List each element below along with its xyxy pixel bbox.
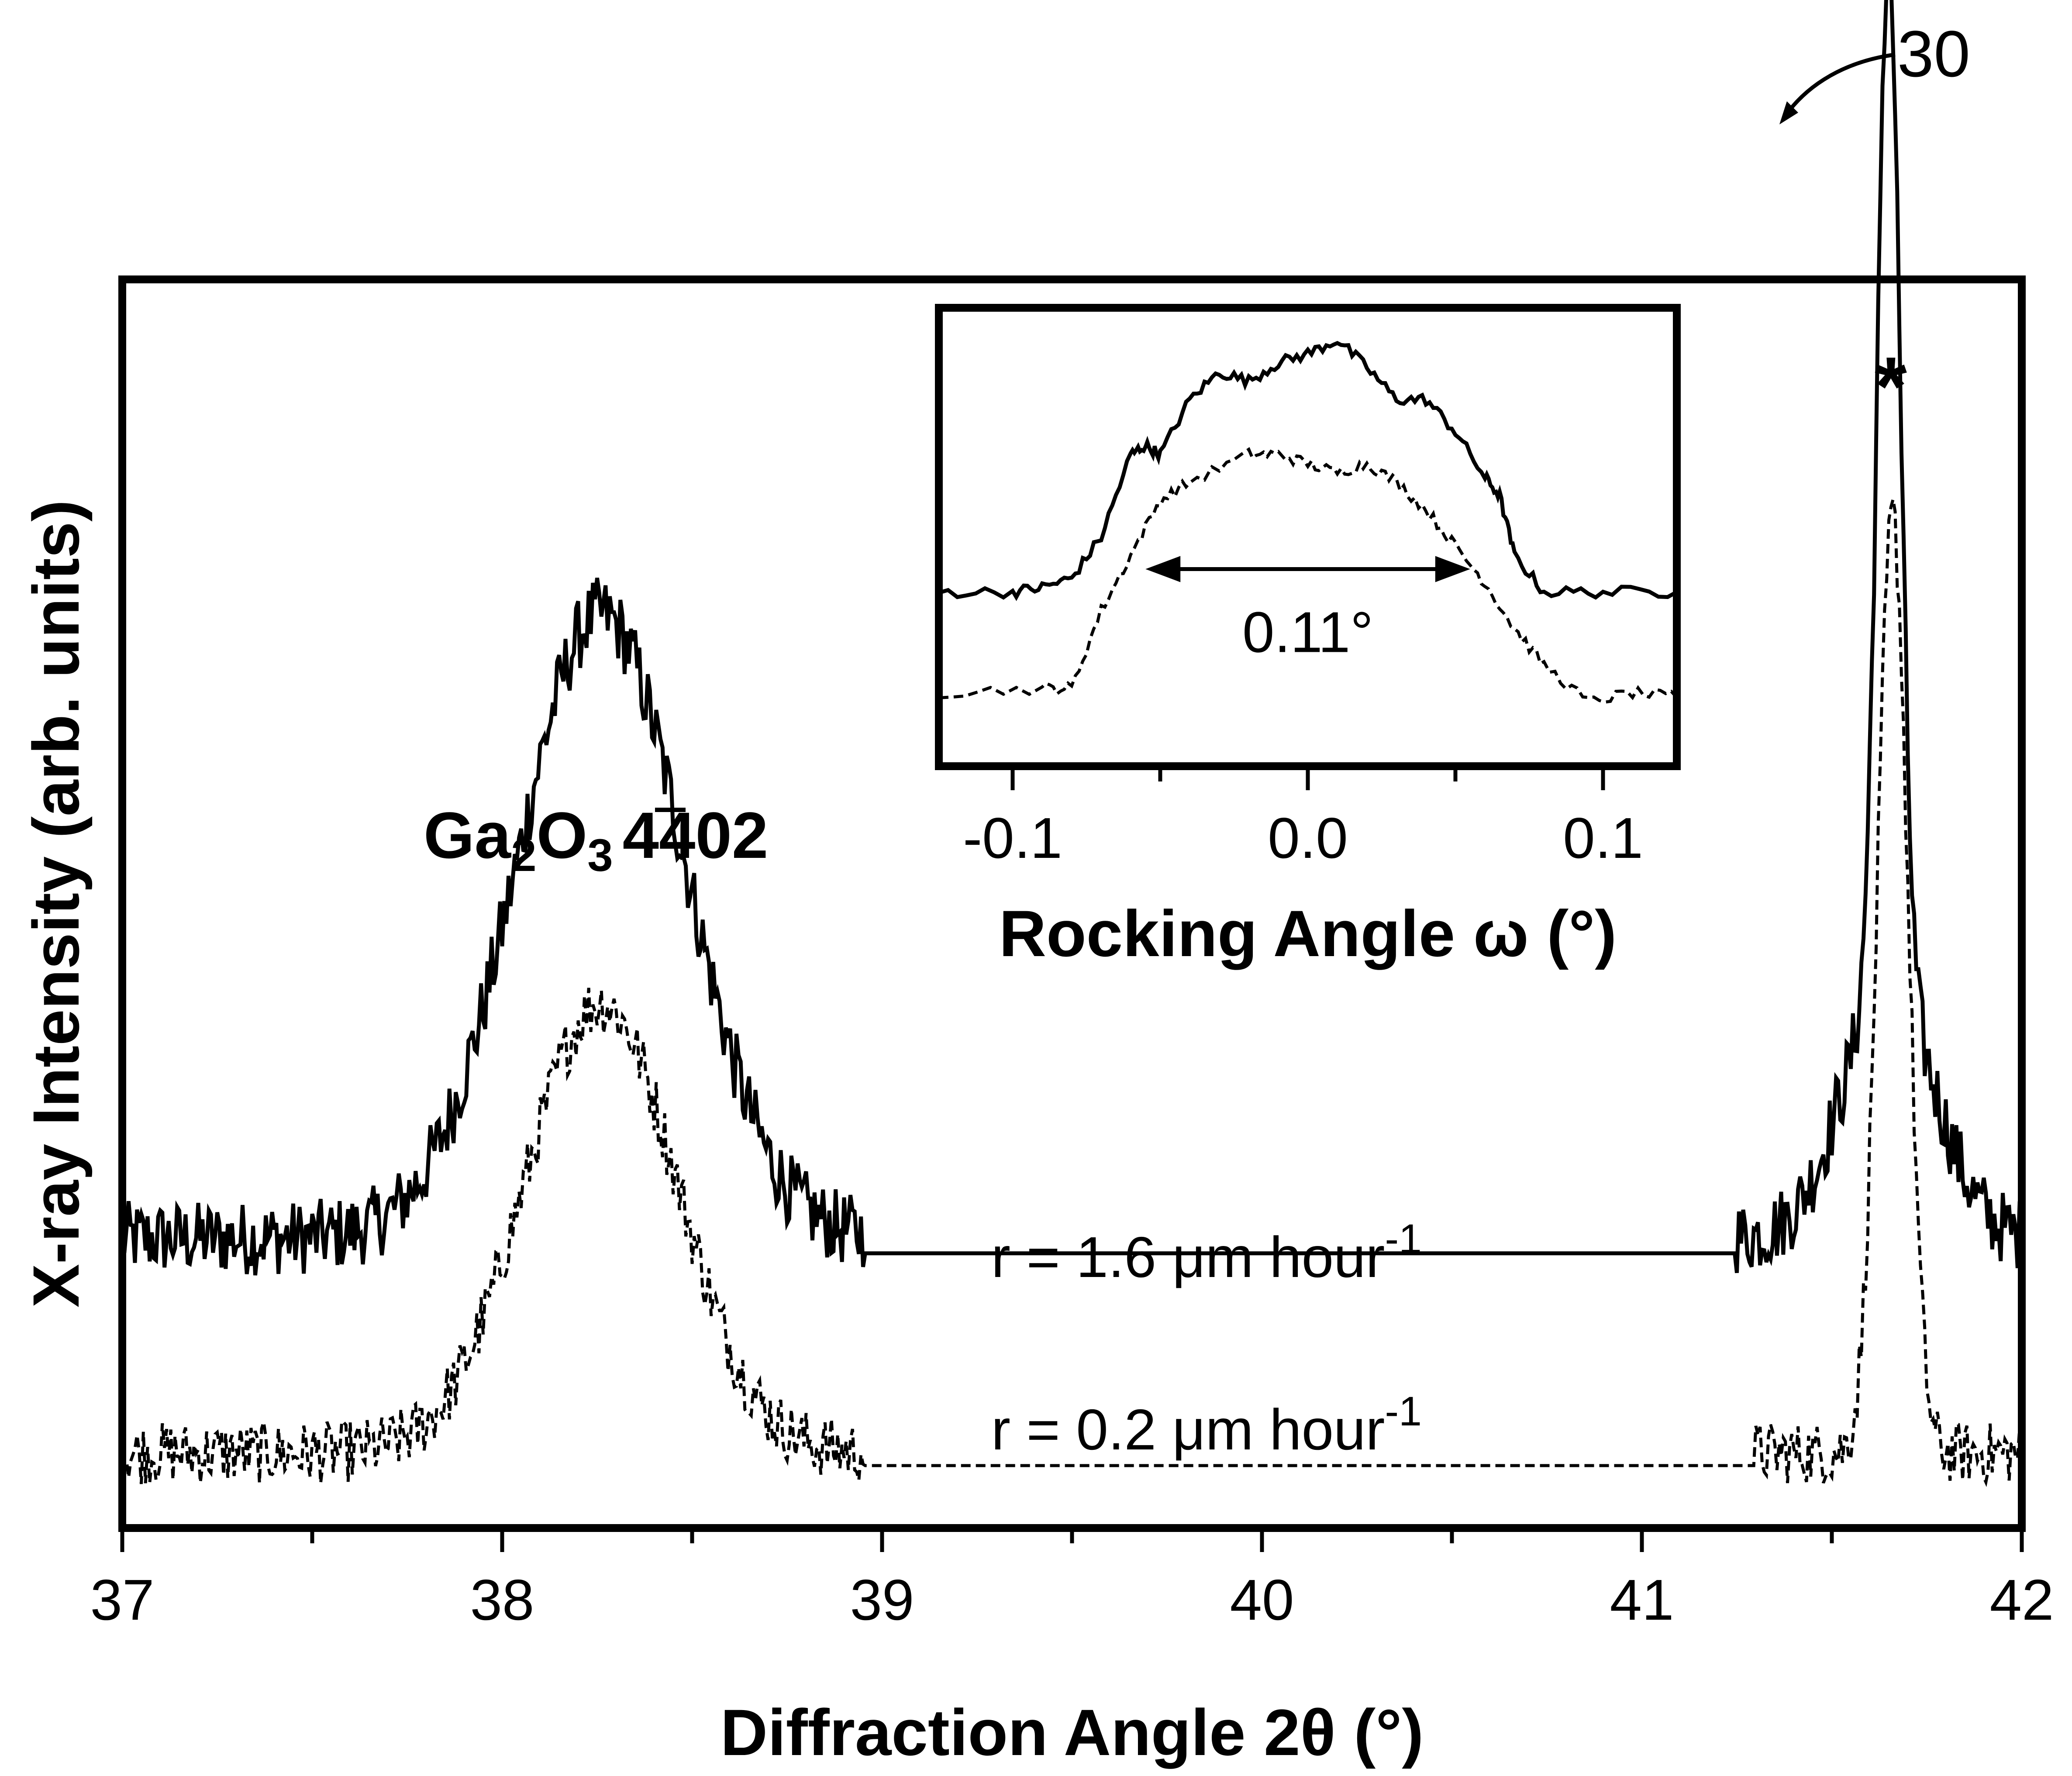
substrate-marker: * [1875, 340, 1907, 433]
inset-tick-label-pos: 0.1 [1563, 806, 1643, 870]
inset-series-2-line [938, 447, 1678, 704]
inset-x-ticks [1010, 766, 1605, 790]
main-series-2-line [121, 499, 2024, 1487]
x-tick-label-40: 40 [1230, 1568, 1294, 1632]
fwhm-arrowhead-right [1435, 556, 1470, 582]
series-1-label: r = 1.6 μm hour-1 [991, 1216, 1422, 1289]
main-series-group [120, 0, 2024, 1487]
x-tick-label-39: 39 [850, 1568, 914, 1632]
main-x-axis-title: Diffraction Angle 2θ (°) [721, 1696, 1424, 1769]
main-series-1-line [120, 0, 2024, 1276]
inset-x-axis-title: Rocking Angle ω (°) [999, 897, 1617, 970]
main-x-ticks [120, 1528, 2024, 1552]
x-tick-label-37: 37 [90, 1568, 155, 1632]
x-tick-label-42: 42 [1990, 1568, 2054, 1632]
main-y-axis-title: X-ray Intensity (arb. units) [19, 500, 93, 1308]
inset-plot-frame [935, 304, 1681, 770]
fwhm-arrowhead-left [1145, 556, 1181, 582]
peak-label: Ga2O3 4402 [424, 799, 768, 881]
figure-number-arrow [1782, 52, 1896, 119]
inset-tick-label-zero: 0.0 [1268, 806, 1348, 870]
fwhm-label: 0.11° [1242, 600, 1373, 664]
x-tick-label-38: 38 [470, 1568, 534, 1632]
main-x-tick-labels: 37 38 39 40 41 42 [90, 1568, 2054, 1632]
x-tick-label-41: 41 [1610, 1568, 1674, 1632]
inset-series-1-line [938, 341, 1678, 601]
series-2-label: r = 0.2 μm hour-1 [991, 1388, 1422, 1462]
figure-number: 30 [1897, 17, 1970, 90]
figure-number-arrowhead [1779, 101, 1798, 124]
inset-series-group [938, 341, 1678, 704]
inset-tick-label-neg: -0.1 [963, 806, 1062, 870]
inset-x-tick-labels: -0.1 0.0 0.1 [963, 806, 1643, 870]
